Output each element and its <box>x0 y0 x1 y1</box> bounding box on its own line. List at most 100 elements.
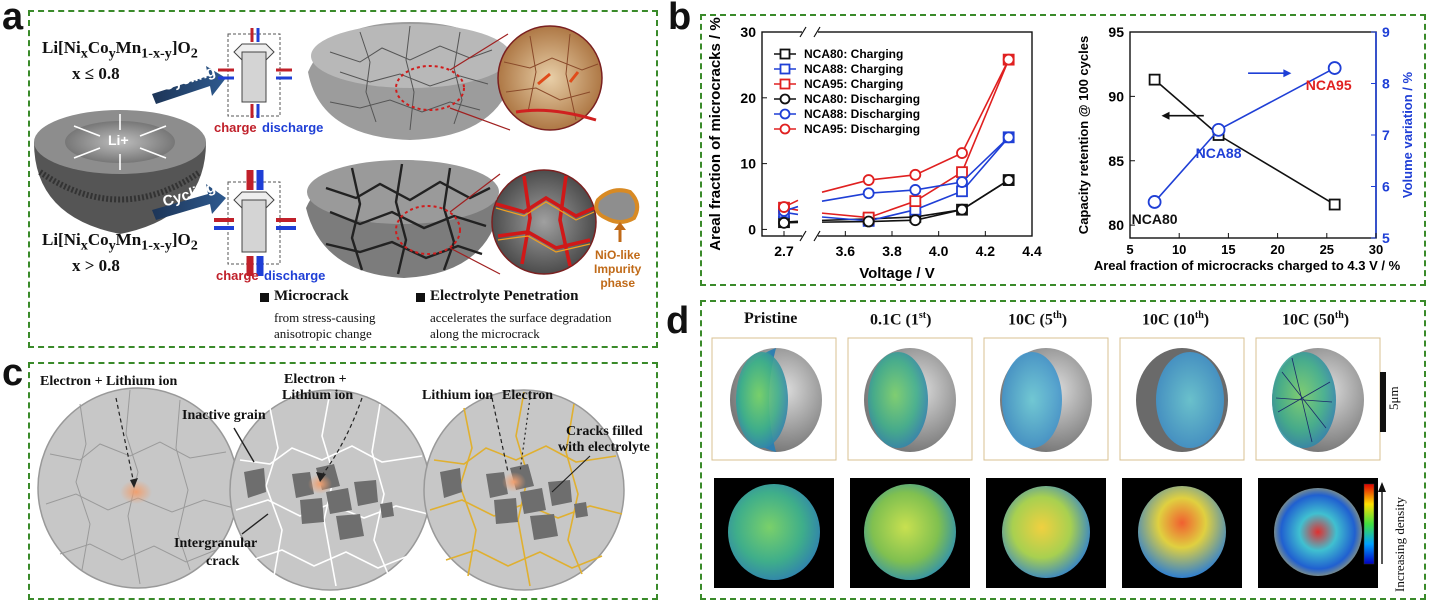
tomo-0.1C <box>847 337 973 461</box>
chart2-ytick-label: 90 <box>1108 88 1124 104</box>
chart2-point <box>1328 198 1341 211</box>
label-inactive-grain: Inactive grain <box>182 408 266 423</box>
chart1-frame <box>761 31 1033 237</box>
chart2-ytick-label: 85 <box>1108 153 1124 169</box>
header-pristine: Pristine <box>744 310 798 327</box>
panel-a: Li[NixCoyMn1-x-y]O2 x ≤ 0.8 Li[NixCoyMn1… <box>28 10 658 348</box>
legend-electrolyte-desc-2: along the microcrack <box>430 326 540 341</box>
chart1-legend-marker <box>779 78 791 90</box>
chart2-xtick-label: 20 <box>1270 242 1284 257</box>
chart1-xtick-label: 3.6 <box>836 243 856 259</box>
panel-b: 0 10 20 30 2.7 3.6 3.8 4.0 4.2 4.4 Voltage / V Area… <box>700 14 1426 286</box>
panel-label-a: a <box>2 0 24 38</box>
li-ion-label: Li+ <box>108 132 129 148</box>
cracked-particle-top <box>308 22 603 140</box>
chart1-ytick-label: 10 <box>740 156 756 172</box>
condition-top: x ≤ 0.8 <box>72 64 120 83</box>
legend-microcrack-desc-1: from stress-causing <box>274 310 376 325</box>
chart1-legend-marker <box>779 108 791 120</box>
chart2-y2tick-label: 8 <box>1382 76 1390 92</box>
chart1-series <box>778 174 1015 229</box>
header-0.1C: 0.1C (1st) <box>870 310 932 329</box>
chart1-xtick-label: 4.4 <box>1022 243 1042 259</box>
chart1-legend-label: NCA80: Discharging <box>804 92 920 106</box>
chart2-y2tick-label: 5 <box>1382 230 1390 246</box>
legend-bullet-electrolyte <box>416 293 425 302</box>
legend-bullet-microcrack <box>260 293 269 302</box>
impurity-particle <box>594 188 640 242</box>
chart2-xlabel: Areal fraction of microcracks charged to… <box>1094 258 1401 273</box>
chart1-legend-marker <box>779 123 791 135</box>
chart2-label-nca80: NCA80 <box>1132 211 1178 227</box>
chart1-legend-label: NCA95: Discharging <box>804 122 920 136</box>
chart1-point <box>862 187 875 200</box>
scale-label: 5μm <box>1386 386 1401 410</box>
hex-prism-bottom <box>214 170 296 276</box>
panel-d-renderings <box>711 337 1386 588</box>
chart2-series <box>1148 73 1341 211</box>
chart1-break-mark <box>813 230 821 242</box>
chart1-point <box>956 203 968 216</box>
chart1-point <box>909 168 922 181</box>
chart1-point <box>778 216 790 229</box>
chart2-series-line <box>1154 79 1336 206</box>
density-10C-50 <box>1258 478 1378 588</box>
particle-cross-section <box>34 110 206 234</box>
grain-circle-2 <box>229 389 431 591</box>
chart2-arrowhead-right <box>1283 69 1292 78</box>
chart1-xtick-label: 4.2 <box>976 243 996 259</box>
chart1-legend-marker <box>779 48 791 60</box>
label-electron-3: Electron <box>502 388 554 403</box>
chart1-ytick-label: 0 <box>748 221 756 237</box>
chart2-ylabel: Capacity retention @ 100 cycles <box>1076 36 1091 234</box>
chart1-legend-label: NCA95: Charging <box>804 77 903 91</box>
density-label: Increasing density <box>1392 497 1407 592</box>
charge-label-top: charge <box>214 120 257 135</box>
chart1-ytick-label: 30 <box>740 24 756 40</box>
chart2-arrowhead-left <box>1161 111 1170 120</box>
chart1-legend-label: NCA80: Charging <box>804 47 903 61</box>
chart1-point <box>909 184 922 196</box>
label-lithium-ion-2: Lithium ion <box>282 388 354 403</box>
header-10C-5: 10C (5th) <box>1008 310 1068 329</box>
chart1-axis-break-top <box>802 28 818 36</box>
chart1-series <box>778 53 1015 213</box>
label-cracks-2: with electrolyte <box>558 440 650 455</box>
chart2-xtick-label: 5 <box>1126 242 1133 257</box>
legend-electrolyte-desc-1: accelerates the surface degradation <box>430 310 612 325</box>
chart2-xtick-label: 10 <box>1172 242 1186 257</box>
density-colorbar <box>1363 483 1375 565</box>
chart2-y2tick-label: 9 <box>1382 24 1390 40</box>
panel-label-d: d <box>666 300 690 342</box>
chart1-series <box>778 174 1015 229</box>
chart1-point <box>862 174 875 186</box>
chart2-ytick-label: 80 <box>1108 217 1124 233</box>
chart-microcrack-vs-voltage: 0 10 20 30 2.7 3.6 3.8 4.0 4.2 4.4 Voltage / V Area… <box>707 17 1042 282</box>
chart1-point <box>1002 53 1015 66</box>
panel-c-illustration <box>37 387 625 591</box>
panel-label-b: b <box>668 0 692 38</box>
impurity-label: NiO-like Impurity phase <box>594 248 642 290</box>
hex-prism-top <box>218 28 292 118</box>
chart1-xtick-label: 2.7 <box>774 243 794 259</box>
label-lithium-ion-3: Lithium ion <box>422 388 494 403</box>
density-0.1C <box>850 478 970 588</box>
chart2-y2label: Volume variation / % <box>1400 71 1415 198</box>
chart1-legend-label: NCA88: Charging <box>804 62 903 76</box>
chart2-point <box>1211 122 1226 137</box>
chart1-point <box>1002 174 1015 186</box>
header-10C-50: 10C (50th) <box>1282 310 1350 329</box>
chart1-break-mark <box>799 26 807 38</box>
label-cracks-1: Cracks filled <box>566 424 643 439</box>
chart1-ylabel: Areal fraction of microcracks / % <box>707 17 724 250</box>
cycling-arrow-bottom <box>152 184 226 220</box>
chart2-ytick-label: 95 <box>1108 24 1124 40</box>
label-electron-plus: Electron + <box>284 372 347 387</box>
chart1-point <box>909 214 922 227</box>
chart1-ytick-label: 20 <box>740 90 756 106</box>
grain-circle-3 <box>423 389 625 591</box>
formula-top: Li[NixCoyMn1-x-y]O2 <box>42 38 198 62</box>
chart1-legend-marker <box>779 93 791 105</box>
label-intergranular-2: crack <box>206 554 240 569</box>
legend-electrolyte-title: Electrolyte Penetration <box>430 288 579 304</box>
